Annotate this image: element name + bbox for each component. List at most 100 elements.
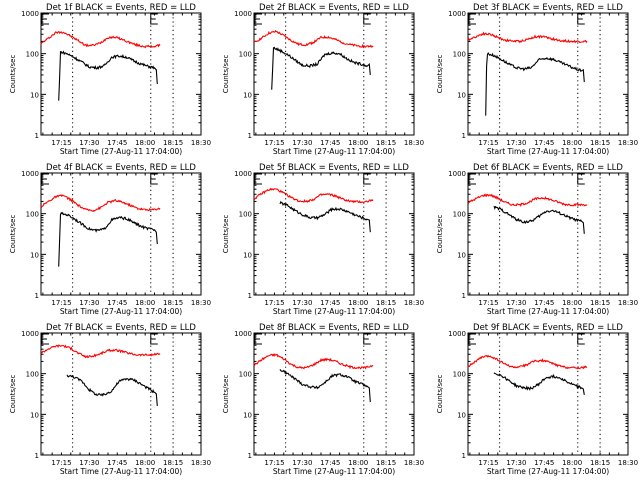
- y-tick-label: 1000: [234, 10, 252, 18]
- y-tick-label: 1000: [21, 10, 39, 18]
- y-axis-label: Counts/sec: [222, 215, 230, 254]
- x-tick-label: 17:15: [478, 299, 498, 307]
- events-series-line: [58, 211, 158, 267]
- plot-frame: [467, 172, 629, 296]
- chart-title: Det 7f BLACK = Events, RED = LLD: [46, 323, 196, 333]
- y-tick-label: 1: [462, 452, 466, 460]
- x-axis-label: Start Time (27-Aug-11 17:04:00): [60, 467, 182, 476]
- events-series-line: [66, 374, 158, 407]
- event-marker-E: [577, 333, 585, 345]
- y-tick-label: 100: [26, 371, 39, 379]
- y-tick-label: 10: [243, 91, 252, 99]
- x-tick-label: 17:30: [79, 299, 99, 307]
- x-tick-label: 17:45: [320, 299, 340, 307]
- chart-panel-5: Det 5f BLACK = Events, RED = LLD 1 10 100 10…: [222, 163, 424, 316]
- x-axis-label: Start Time (27-Aug-11 17:04:00): [487, 307, 609, 316]
- y-tick-label: 10: [30, 251, 39, 259]
- event-marker-E: [363, 333, 371, 345]
- x-tick-label: 17:30: [292, 459, 312, 467]
- chart-title: Det 3f BLACK = Events, RED = LLD: [473, 3, 623, 13]
- chart-panel-3: Det 3f BLACK = Events, RED = LLD 1 10 100 10…: [436, 3, 638, 156]
- x-tick-label: 17:15: [478, 459, 498, 467]
- plot-frame: [253, 332, 415, 456]
- chart-panel-4: Det 4f BLACK = Events, RED = LLD 1 10 100 10…: [9, 163, 211, 316]
- event-marker-E: [150, 333, 158, 345]
- x-tick-label: 18:30: [191, 139, 211, 147]
- y-tick-label: 1: [35, 132, 39, 140]
- y-axis-label: Counts/sec: [9, 375, 17, 414]
- event-marker-E: [41, 333, 49, 345]
- x-tick-label: 17:15: [51, 299, 71, 307]
- event-marker-E: [150, 173, 158, 185]
- plot-frame: [253, 172, 415, 296]
- event-marker-E: [254, 333, 262, 345]
- chart-title: Det 8f BLACK = Events, RED = LLD: [259, 323, 409, 333]
- events-series-line: [279, 200, 371, 233]
- x-axis-label: Start Time (27-Aug-11 17:04:00): [60, 307, 182, 316]
- x-tick-label: 18:30: [191, 299, 211, 307]
- lld-series-line: [467, 31, 588, 44]
- lld-series-line: [253, 353, 374, 370]
- y-tick-label: 1000: [234, 170, 252, 178]
- x-axis-label: Start Time (27-Aug-11 17:04:00): [487, 467, 609, 476]
- x-axis-label: Start Time (27-Aug-11 17:04:00): [273, 307, 395, 316]
- x-tick-label: 17:30: [79, 139, 99, 147]
- event-marker-E: [150, 13, 158, 25]
- events-series-line: [493, 205, 585, 234]
- chart-panel-1: Det 1f BLACK = Events, RED = LLD 1 10 100 10…: [9, 3, 211, 156]
- x-tick-label: 17:45: [107, 139, 127, 147]
- y-tick-label: 100: [239, 211, 252, 219]
- event-marker-E: [468, 173, 476, 185]
- y-tick-label: 10: [457, 411, 466, 419]
- chart-title: Det 1f BLACK = Events, RED = LLD: [46, 3, 196, 13]
- x-tick-label: 17:30: [506, 459, 526, 467]
- x-tick-label: 18:00: [562, 459, 582, 467]
- x-tick-label: 17:15: [51, 459, 71, 467]
- event-marker-E: [254, 13, 262, 25]
- y-tick-label: 100: [453, 211, 466, 219]
- x-tick-label: 17:15: [51, 139, 71, 147]
- y-axis-label: Counts/sec: [436, 55, 444, 94]
- event-marker-E: [468, 13, 476, 25]
- plot-frame: [40, 172, 202, 296]
- events-series-line: [58, 50, 158, 101]
- plot-frame: [467, 12, 629, 136]
- plot-frame: [40, 12, 202, 136]
- event-marker-E: [363, 13, 371, 25]
- y-tick-label: 1: [248, 292, 252, 300]
- event-marker-E: [41, 173, 49, 185]
- x-tick-label: 18:30: [404, 299, 424, 307]
- x-tick-label: 18:30: [404, 459, 424, 467]
- lld-series-line: [253, 187, 374, 204]
- lld-series-line: [40, 194, 161, 213]
- x-tick-label: 17:45: [534, 299, 554, 307]
- x-tick-label: 18:30: [618, 139, 638, 147]
- plot-frame: [467, 332, 629, 456]
- y-axis-label: Counts/sec: [9, 55, 17, 94]
- x-axis-label: Start Time (27-Aug-11 17:04:00): [60, 147, 182, 156]
- y-tick-label: 1: [248, 452, 252, 460]
- x-tick-label: 18:00: [348, 459, 368, 467]
- y-tick-label: 1: [35, 292, 39, 300]
- x-tick-label: 18:15: [590, 299, 610, 307]
- y-tick-label: 10: [30, 411, 39, 419]
- x-tick-label: 17:45: [107, 459, 127, 467]
- event-marker-E: [577, 13, 585, 25]
- x-tick-label: 17:45: [320, 139, 340, 147]
- x-tick-label: 18:15: [376, 299, 396, 307]
- y-axis-label: Counts/sec: [222, 375, 230, 414]
- y-tick-label: 10: [457, 91, 466, 99]
- x-axis-label: Start Time (27-Aug-11 17:04:00): [273, 147, 395, 156]
- y-tick-label: 100: [239, 371, 252, 379]
- x-tick-label: 18:00: [135, 139, 155, 147]
- y-tick-label: 1: [462, 132, 466, 140]
- x-tick-label: 18:30: [618, 299, 638, 307]
- chart-panel-8: Det 8f BLACK = Events, RED = LLD 1 10 100 10…: [222, 323, 424, 476]
- y-tick-label: 10: [243, 251, 252, 259]
- events-series-line: [493, 372, 585, 395]
- chart-panel-2: Det 2f BLACK = Events, RED = LLD 1 10 100 10…: [222, 3, 424, 156]
- x-tick-label: 18:00: [135, 299, 155, 307]
- plot-frame: [40, 332, 202, 456]
- event-marker-E: [577, 173, 585, 185]
